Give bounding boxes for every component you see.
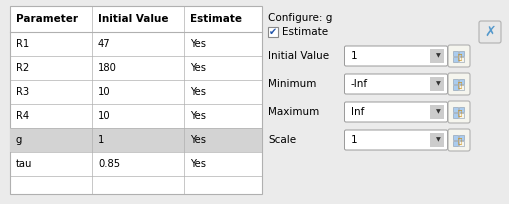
FancyBboxPatch shape [448, 101, 470, 123]
Text: Yes: Yes [190, 63, 206, 73]
Bar [430, 49, 444, 63]
Text: Estimate: Estimate [190, 14, 242, 24]
Bar [459, 57, 465, 62]
Text: Minimum: Minimum [268, 79, 317, 89]
Text: Yes: Yes [190, 111, 206, 121]
Bar [453, 106, 459, 112]
Bar [459, 106, 465, 112]
Bar [459, 112, 465, 118]
Text: tau: tau [16, 159, 33, 169]
FancyBboxPatch shape [448, 129, 470, 151]
Bar [10, 128, 262, 152]
Text: Yes: Yes [190, 135, 206, 145]
FancyBboxPatch shape [479, 21, 501, 43]
Text: ▼: ▼ [436, 110, 440, 114]
Bar [453, 141, 459, 146]
Text: 📝: 📝 [458, 110, 462, 116]
Bar [268, 27, 278, 37]
Bar [459, 134, 465, 140]
Text: R4: R4 [16, 111, 29, 121]
Bar [10, 6, 262, 194]
FancyBboxPatch shape [345, 130, 447, 150]
Text: 1: 1 [351, 135, 358, 145]
FancyBboxPatch shape [345, 102, 447, 122]
Text: Configure: g: Configure: g [268, 13, 332, 23]
Bar [453, 134, 459, 140]
Text: R3: R3 [16, 87, 29, 97]
Text: 10: 10 [98, 111, 110, 121]
Text: R2: R2 [16, 63, 29, 73]
Text: 180: 180 [98, 63, 117, 73]
Bar [430, 77, 444, 91]
Bar [459, 84, 465, 90]
Text: ✔: ✔ [269, 27, 277, 37]
Text: Yes: Yes [190, 159, 206, 169]
Bar [459, 51, 465, 56]
Bar [453, 57, 459, 62]
Text: R1: R1 [16, 39, 29, 49]
FancyBboxPatch shape [448, 73, 470, 95]
Text: Scale: Scale [268, 135, 296, 145]
Text: Initial Value: Initial Value [98, 14, 168, 24]
FancyBboxPatch shape [345, 46, 447, 66]
Text: Maximum: Maximum [268, 107, 319, 117]
Text: ▼: ▼ [436, 53, 440, 59]
Bar [430, 133, 444, 147]
Bar [459, 79, 465, 84]
Text: Parameter: Parameter [16, 14, 78, 24]
Text: g: g [16, 135, 22, 145]
Bar [453, 112, 459, 118]
Text: -Inf: -Inf [351, 79, 368, 89]
Text: 1: 1 [98, 135, 104, 145]
Text: 10: 10 [98, 87, 110, 97]
Text: ▼: ▼ [436, 82, 440, 86]
Text: Initial Value: Initial Value [268, 51, 329, 61]
Text: ✗: ✗ [484, 25, 496, 39]
Text: Estimate: Estimate [282, 27, 328, 37]
Bar [453, 51, 459, 56]
Text: 47: 47 [98, 39, 110, 49]
Text: Yes: Yes [190, 39, 206, 49]
Text: 0.85: 0.85 [98, 159, 120, 169]
Text: Inf: Inf [351, 107, 364, 117]
Bar [453, 79, 459, 84]
FancyBboxPatch shape [448, 45, 470, 67]
FancyBboxPatch shape [345, 74, 447, 94]
Text: ▼: ▼ [436, 137, 440, 143]
Text: 📝: 📝 [458, 82, 462, 88]
Text: 📝: 📝 [458, 54, 462, 60]
Bar [459, 141, 465, 146]
Bar [430, 105, 444, 119]
Text: 📝: 📝 [458, 138, 462, 144]
Text: 1: 1 [351, 51, 358, 61]
Text: Yes: Yes [190, 87, 206, 97]
Bar [453, 84, 459, 90]
